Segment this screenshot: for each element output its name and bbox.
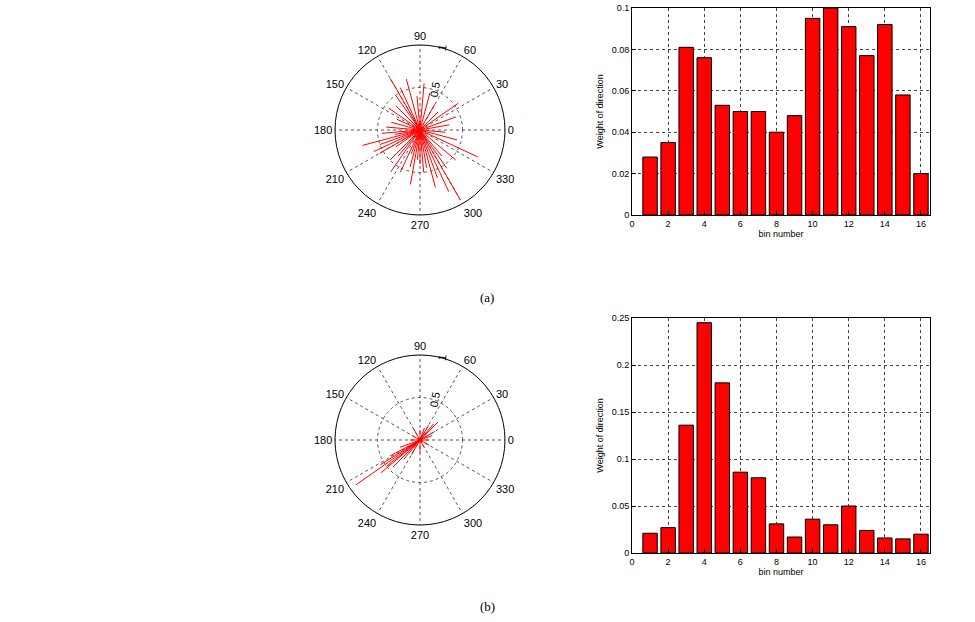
svg-text:12: 12 bbox=[844, 557, 854, 567]
svg-text:270: 270 bbox=[411, 219, 429, 231]
svg-text:2: 2 bbox=[666, 219, 671, 229]
svg-text:0: 0 bbox=[624, 210, 629, 220]
svg-text:0.5: 0.5 bbox=[428, 81, 442, 98]
svg-text:330: 330 bbox=[496, 173, 514, 185]
svg-text:0.1: 0.1 bbox=[617, 3, 630, 13]
svg-text:120: 120 bbox=[358, 44, 376, 56]
svg-text:14: 14 bbox=[880, 557, 890, 567]
svg-text:10: 10 bbox=[808, 557, 818, 567]
svg-text:0.25: 0.25 bbox=[612, 313, 630, 323]
svg-text:30: 30 bbox=[496, 388, 508, 400]
svg-text:10: 10 bbox=[808, 219, 818, 229]
svg-text:(a): (a) bbox=[480, 290, 494, 305]
svg-text:270: 270 bbox=[411, 529, 429, 541]
svg-text:0: 0 bbox=[624, 548, 629, 558]
svg-text:Weight of direction: Weight of direction bbox=[595, 74, 605, 148]
svg-text:150: 150 bbox=[326, 388, 344, 400]
svg-text:12: 12 bbox=[844, 219, 854, 229]
svg-text:120: 120 bbox=[358, 354, 376, 366]
svg-text:14: 14 bbox=[880, 219, 890, 229]
svg-text:0: 0 bbox=[508, 434, 514, 446]
svg-text:0.05: 0.05 bbox=[612, 501, 630, 511]
svg-text:0.15: 0.15 bbox=[612, 407, 630, 417]
svg-text:8: 8 bbox=[774, 219, 779, 229]
svg-text:0.2: 0.2 bbox=[617, 360, 630, 370]
svg-text:210: 210 bbox=[326, 483, 344, 495]
svg-text:bin number: bin number bbox=[758, 229, 803, 239]
svg-text:210: 210 bbox=[326, 173, 344, 185]
svg-text:0.1: 0.1 bbox=[617, 454, 630, 464]
svg-text:240: 240 bbox=[358, 207, 376, 219]
svg-text:(b): (b) bbox=[480, 599, 495, 614]
svg-text:0.5: 0.5 bbox=[428, 391, 442, 408]
svg-text:180: 180 bbox=[314, 124, 332, 136]
svg-text:330: 330 bbox=[496, 483, 514, 495]
svg-text:0.02: 0.02 bbox=[612, 169, 630, 179]
svg-text:6: 6 bbox=[738, 557, 743, 567]
svg-text:1: 1 bbox=[436, 44, 449, 52]
svg-text:0.06: 0.06 bbox=[612, 86, 630, 96]
svg-text:60: 60 bbox=[464, 354, 476, 366]
svg-text:16: 16 bbox=[916, 557, 926, 567]
svg-text:90: 90 bbox=[414, 30, 426, 42]
svg-text:Weight of direction: Weight of direction bbox=[595, 398, 605, 472]
svg-text:0: 0 bbox=[629, 557, 634, 567]
svg-text:16: 16 bbox=[916, 219, 926, 229]
svg-text:60: 60 bbox=[464, 44, 476, 56]
svg-text:8: 8 bbox=[774, 557, 779, 567]
svg-text:bin number: bin number bbox=[758, 567, 803, 577]
svg-text:300: 300 bbox=[464, 517, 482, 529]
svg-text:90: 90 bbox=[414, 340, 426, 352]
svg-text:30: 30 bbox=[496, 78, 508, 90]
svg-text:150: 150 bbox=[326, 78, 344, 90]
svg-text:0: 0 bbox=[508, 124, 514, 136]
svg-text:4: 4 bbox=[702, 557, 707, 567]
svg-text:300: 300 bbox=[464, 207, 482, 219]
svg-text:1: 1 bbox=[436, 354, 449, 362]
svg-text:4: 4 bbox=[702, 219, 707, 229]
svg-text:0.08: 0.08 bbox=[612, 45, 630, 55]
svg-text:0: 0 bbox=[629, 219, 634, 229]
svg-text:6: 6 bbox=[738, 219, 743, 229]
svg-text:180: 180 bbox=[314, 434, 332, 446]
svg-text:2: 2 bbox=[666, 557, 671, 567]
svg-text:0.04: 0.04 bbox=[612, 127, 630, 137]
svg-text:240: 240 bbox=[358, 517, 376, 529]
